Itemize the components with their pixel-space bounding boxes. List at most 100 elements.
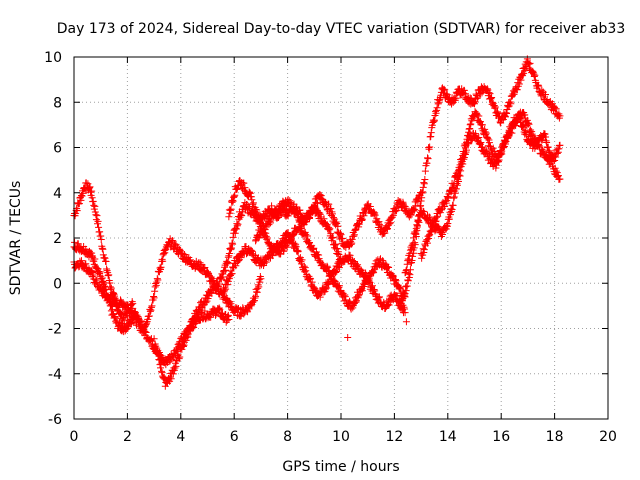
data-point-track-d: [154, 276, 162, 284]
data-point-track-k: [425, 232, 433, 240]
data-point-track-i: [425, 144, 433, 152]
data-point-track-k: [517, 116, 525, 124]
data-point-track-k: [519, 122, 527, 130]
data-point-track-k: [533, 142, 541, 150]
data-point-track-e: [222, 266, 230, 274]
data-point-track-e: [322, 219, 330, 227]
data-point-track-j: [479, 143, 487, 151]
data-point-track-d: [227, 300, 235, 308]
data-point-track-k: [506, 129, 514, 137]
data-point-track-i: [448, 100, 456, 108]
data-point-track-f: [227, 205, 235, 213]
data-point-track-i: [435, 97, 443, 105]
data-point-track-f: [391, 276, 399, 284]
data-point-track-j: [476, 139, 484, 147]
data-point-track-g: [352, 297, 360, 305]
data-point-track-e: [331, 241, 339, 249]
data-point-track-i: [443, 91, 451, 99]
data-point-track-i: [502, 109, 510, 117]
data-point-track-h: [316, 191, 324, 199]
data-point-track-k: [428, 226, 436, 234]
data-point-track-f: [229, 197, 237, 205]
data-point-track-i: [403, 282, 411, 290]
data-point-track-h: [391, 208, 399, 216]
data-point-track-i: [534, 81, 542, 89]
data-point-track-h: [325, 200, 333, 208]
data-point-track-h: [267, 219, 275, 227]
data-point-track-e: [216, 274, 224, 282]
data-point-track-k: [516, 115, 524, 123]
data-point-track-i: [491, 103, 499, 111]
data-point-track-j: [412, 225, 420, 233]
data-point-track-g: [331, 277, 339, 285]
data-point-track-j: [472, 130, 480, 138]
data-point-track-i: [460, 86, 468, 94]
data-point-track-e: [238, 212, 246, 220]
data-point-track-h: [406, 211, 414, 219]
data-point-track-k: [420, 246, 428, 254]
data-point-track-a: [104, 272, 112, 280]
data-point-track-a: [99, 245, 107, 253]
data-point-track-f: [319, 260, 327, 268]
data-point-track-f: [262, 232, 270, 240]
data-point-track-h: [371, 211, 379, 219]
data-point-track-a: [94, 217, 102, 225]
data-point-track-i: [418, 189, 426, 197]
data-point-track-h: [383, 225, 391, 233]
data-point-track-h: [331, 215, 339, 223]
data-point-track-e: [335, 250, 343, 258]
data-point-track-d: [146, 307, 154, 315]
data-point-track-d: [151, 283, 159, 291]
data-point-track-j: [402, 267, 410, 275]
data-point-track-e: [229, 240, 237, 248]
data-point-track-k: [453, 174, 461, 182]
x-tick-label: 10: [332, 429, 350, 445]
data-point-track-a: [79, 189, 87, 197]
data-point-track-f: [323, 262, 331, 270]
data-point-track-k: [418, 254, 426, 262]
data-point-track-d: [157, 263, 165, 271]
data-point-track-k: [434, 212, 442, 220]
data-point-track-d: [137, 317, 145, 325]
data-point-track-b: [90, 260, 98, 268]
data-point-track-j: [409, 239, 417, 247]
data-point-track-f: [283, 243, 291, 251]
data-point-track-g: [287, 234, 295, 242]
data-point-track-j: [435, 223, 443, 231]
data-point-track-e: [231, 229, 239, 237]
data-point-track-e: [182, 336, 190, 344]
data-point-track-a: [99, 251, 107, 259]
data-point-track-e: [157, 364, 165, 372]
data-point-track-g: [401, 305, 409, 313]
data-point-track-k: [462, 141, 470, 149]
data-point-track-a: [102, 258, 110, 266]
data-point-track-f: [392, 277, 400, 285]
data-point-track-i: [426, 143, 434, 151]
data-point-track-e: [156, 361, 164, 369]
data-point-track-j: [524, 119, 532, 127]
data-point-track-j: [445, 215, 453, 223]
data-point-track-j: [426, 213, 434, 221]
data-point-track-k: [475, 112, 483, 120]
data-point-track-j: [405, 255, 413, 263]
data-point-track-j: [474, 134, 482, 142]
data-point-track-k: [444, 194, 452, 202]
data-point-track-d: [251, 294, 259, 302]
data-point-track-c: [168, 355, 176, 363]
data-point-track-e: [202, 299, 210, 307]
data-point-track-i: [421, 167, 429, 175]
data-point-track-j: [448, 205, 456, 213]
data-point-track-g: [225, 275, 233, 283]
data-points: [70, 55, 564, 390]
data-point-track-g: [352, 298, 360, 306]
data-point-track-c: [104, 292, 112, 300]
data-point-track-h: [333, 219, 341, 227]
data-point-track-g: [293, 246, 301, 254]
data-point-track-e: [325, 226, 333, 234]
data-point-track-i: [488, 93, 496, 101]
data-point-track-i: [406, 271, 414, 279]
data-point-track-e: [166, 373, 174, 381]
data-point-track-j: [414, 217, 422, 225]
data-point-track-h: [389, 211, 397, 219]
